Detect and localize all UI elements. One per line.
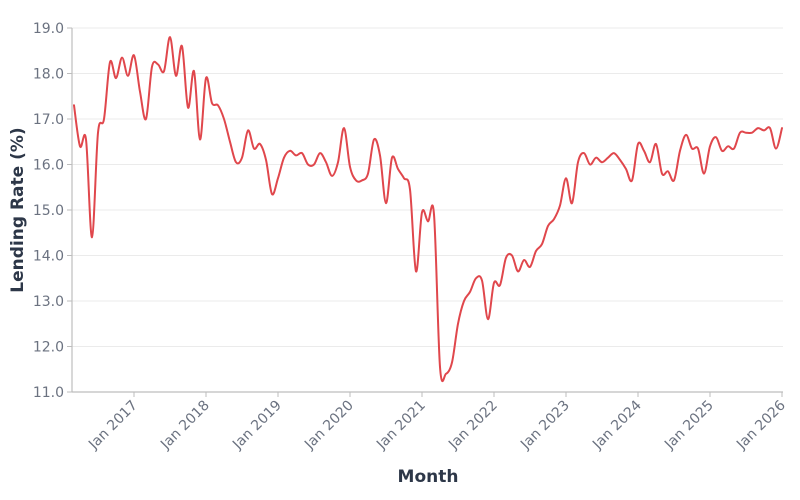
x-tick-label: Jan 2026 xyxy=(733,397,789,453)
lending-rate-line xyxy=(73,36,783,383)
y-tick-label: 18.0 xyxy=(33,67,64,83)
x-tick-label: Jan 2024 xyxy=(589,397,645,453)
x-tick-label: Jan 2021 xyxy=(373,398,429,454)
gridlines xyxy=(72,27,783,347)
y-tick-label: 15.0 xyxy=(33,203,64,219)
x-tick-label: Jan 2019 xyxy=(229,398,285,454)
x-tick-label: Jan 2017 xyxy=(85,398,141,454)
y-axis-ticks: 11.0 12.0 13.0 14.0 15.0 16.0 17.0 18.0 19.0 xyxy=(33,21,72,401)
x-axis-ticks: Jan 2017 Jan 2018 Jan 2019 Jan 2020 Jan 2021… xyxy=(85,392,789,453)
y-tick-label: 13.0 xyxy=(33,294,64,310)
x-tick-label: Jan 2022 xyxy=(445,398,501,454)
y-tick-label: 17.0 xyxy=(33,112,64,128)
y-axis-title: Lending Rate (%) xyxy=(8,127,28,292)
x-tick-label: Jan 2018 xyxy=(157,398,213,454)
y-tick-label: 11.0 xyxy=(33,385,64,401)
x-axis-title: Month xyxy=(398,467,459,487)
x-tick-label: Jan 2025 xyxy=(661,398,717,454)
y-tick-label: 16.0 xyxy=(33,158,64,174)
y-tick-label: 12.0 xyxy=(33,340,64,356)
x-tick-label: Jan 2020 xyxy=(301,398,357,454)
y-tick-label: 19.0 xyxy=(33,21,64,37)
y-tick-label: 14.0 xyxy=(33,249,64,265)
x-tick-label: Jan 2023 xyxy=(517,398,573,454)
